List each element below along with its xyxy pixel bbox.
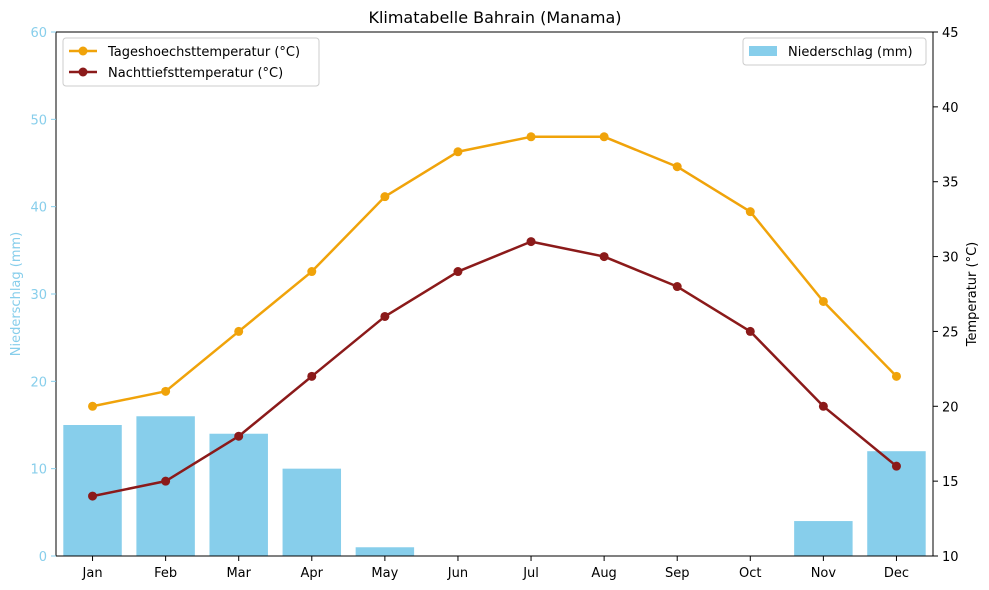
point-min-nov (818, 401, 828, 411)
x-tick-label-may: May (371, 566, 398, 581)
right-tick-label-30: 30 (942, 251, 959, 266)
line-min-temp (92, 240, 898, 498)
point-max-aug (599, 132, 609, 142)
temperature-lines (88, 132, 901, 501)
point-min-sep (672, 282, 682, 292)
right-tick-label-25: 25 (942, 325, 959, 340)
legend-bars-swatch (749, 46, 777, 56)
point-max-dec (891, 371, 901, 381)
point-max-apr (307, 267, 317, 277)
precipitation-bars (63, 416, 926, 556)
bar-nov (794, 521, 853, 556)
left-tick-label-10: 10 (30, 463, 47, 478)
point-min-jun (453, 267, 463, 277)
legend-lines-box (62, 37, 320, 87)
x-tick-label-apr: Apr (301, 566, 324, 581)
left-tick-label-40: 40 (30, 201, 47, 216)
right-tick-label-15: 15 (942, 475, 959, 490)
point-max-jun (453, 147, 463, 157)
x-axis: Jan Feb Mar Apr May Jun Jul Aug Sep Oct Nov Dec (82, 556, 909, 581)
point-max-jan (88, 401, 98, 411)
bar-jan (63, 425, 122, 556)
left-tick-label-50: 50 (30, 113, 47, 128)
x-tick-label-aug: Aug (591, 566, 616, 581)
point-max-jul (526, 132, 536, 142)
point-min-jan (88, 491, 98, 501)
x-tick-label-sep: Sep (665, 566, 690, 581)
point-max-feb (161, 386, 171, 396)
x-tick-label-oct: Oct (739, 566, 761, 581)
bar-may (355, 547, 415, 556)
point-min-mar (234, 431, 244, 441)
point-max-oct (745, 207, 755, 217)
right-tick-label-40: 40 (942, 101, 959, 116)
right-y-axis: 10 15 20 25 30 35 40 45 (933, 26, 959, 565)
legend-bars-box (742, 37, 927, 66)
point-min-aug (599, 252, 609, 262)
right-axis-label: Temperatur (°C) (965, 242, 980, 348)
x-tick-label-jun: Jun (447, 566, 468, 581)
bar-apr (282, 468, 342, 556)
point-min-dec (891, 461, 901, 471)
x-tick-label-dec: Dec (884, 566, 909, 581)
left-tick-label-60: 60 (30, 26, 47, 41)
right-tick-label-35: 35 (942, 176, 959, 191)
x-tick-label-jan: Jan (82, 566, 103, 581)
point-max-mar (234, 326, 244, 336)
x-tick-label-feb: Feb (154, 566, 177, 581)
point-max-may (380, 192, 390, 202)
left-tick-label-0: 0 (39, 550, 47, 565)
left-axis-label: Niederschlag (mm) (9, 232, 24, 357)
point-min-feb (161, 476, 171, 486)
legend-bars-label: Niederschlag (mm) (788, 45, 913, 60)
right-tick-label-45: 45 (942, 26, 959, 41)
point-min-jul (526, 237, 536, 247)
x-tick-label-nov: Nov (811, 566, 837, 581)
legend-line-max-marker (78, 46, 88, 56)
legend-line-min-label: Nachttiefsttemperatur (°C) (108, 66, 283, 81)
chart-title: Klimatabelle Bahrain (Manama) (368, 8, 621, 27)
x-tick-label-jul: Jul (522, 566, 539, 581)
legend-line-min-marker (78, 67, 88, 77)
left-y-axis: 0 10 20 30 40 50 60 (30, 26, 56, 565)
bar-mar (209, 433, 268, 556)
x-tick-label-mar: Mar (226, 566, 251, 581)
legend-bars: Niederschlag (mm) (742, 37, 927, 66)
point-min-may (380, 311, 390, 321)
legend-line-max-label: Tageshoechsttemperatur (°C) (107, 45, 300, 60)
line-max-temp (92, 135, 898, 408)
left-tick-label-20: 20 (30, 375, 47, 390)
right-tick-label-10: 10 (942, 550, 959, 565)
point-max-nov (818, 296, 828, 306)
legend-lines: Tageshoechsttemperatur (°C) Nachttiefstt… (62, 37, 320, 87)
left-tick-label-30: 30 (30, 288, 47, 303)
right-tick-label-20: 20 (942, 400, 959, 415)
point-min-oct (745, 326, 755, 336)
point-max-sep (672, 162, 682, 172)
point-min-apr (307, 371, 317, 381)
